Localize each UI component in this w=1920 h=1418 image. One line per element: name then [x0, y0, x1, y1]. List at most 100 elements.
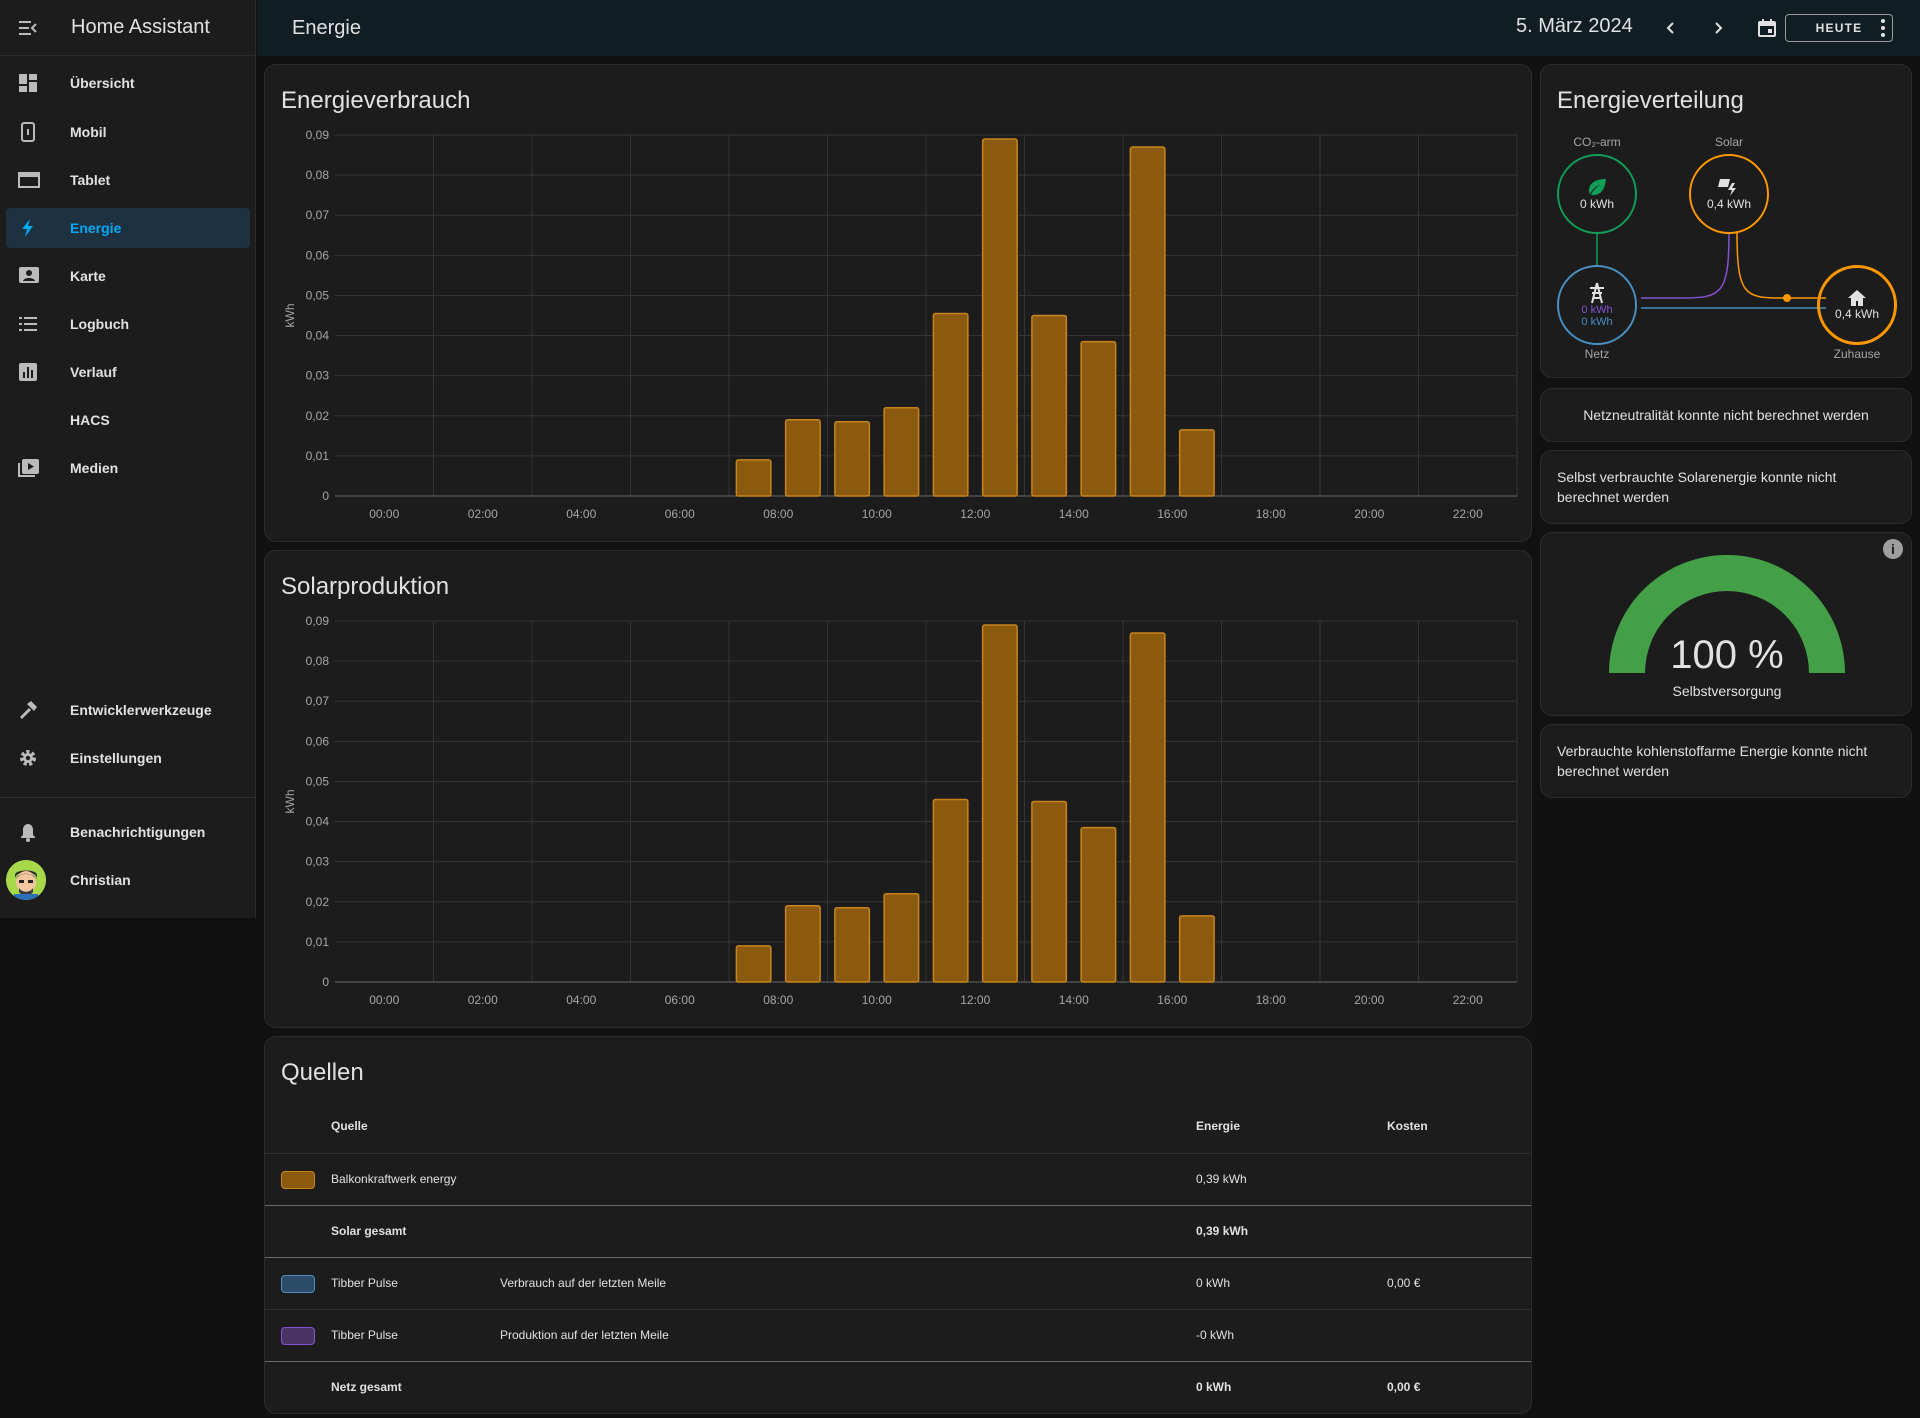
app-title: Home Assistant — [71, 16, 210, 38]
column-header-source: Quelle — [331, 1119, 368, 1133]
y-tick-label: 0,01 — [306, 449, 330, 463]
color-swatch — [281, 1171, 315, 1189]
bar[interactable] — [981, 624, 1018, 983]
y-tick-label: 0,05 — [306, 288, 330, 302]
y-tick-label: 0 — [322, 975, 329, 989]
chevron-right-icon[interactable] — [1704, 14, 1732, 42]
sidebar-item-energie[interactable]: Energie — [6, 208, 250, 248]
menu-collapse-icon[interactable] — [0, 0, 56, 56]
color-swatch — [281, 1327, 315, 1345]
y-tick-label: 0,03 — [306, 369, 330, 383]
y-axis-label: kWh — [283, 304, 297, 328]
bar[interactable] — [784, 905, 821, 983]
solar-panel-icon — [1718, 179, 1736, 196]
sidebar-item-hacs[interactable]: HACS — [6, 400, 250, 440]
sidebar-item-label: Verlauf — [70, 364, 117, 380]
bar[interactable] — [883, 893, 920, 983]
sidebar-item-notifications[interactable]: Benachrichtigungen — [6, 812, 250, 852]
bar[interactable] — [932, 798, 969, 983]
y-tick-label: 0,07 — [306, 208, 330, 222]
sidebar-item-label: Tablet — [70, 172, 111, 188]
sidebar-item-settings[interactable]: Einstellungen — [6, 738, 250, 778]
bar[interactable] — [1031, 314, 1068, 497]
today-button[interactable]: HEUTE — [1785, 14, 1893, 42]
x-tick-label: 14:00 — [1059, 507, 1089, 521]
solar-node[interactable]: 0,4 kWh — [1689, 154, 1769, 234]
gauge-value: 100 % — [1670, 633, 1784, 677]
y-tick-label: 0 — [322, 489, 329, 503]
bar[interactable] — [1080, 826, 1117, 983]
grid-export-value: 0 kWh — [1581, 304, 1613, 316]
sidebar-item-user[interactable]: Christian — [6, 860, 250, 900]
sidebar-item-label: Medien — [70, 460, 119, 476]
bar[interactable] — [883, 407, 920, 497]
grid-node[interactable]: 0 kWh 0 kWh — [1557, 265, 1637, 345]
sidebar: Home Assistant Übersicht Mobil Tablet En… — [0, 0, 256, 918]
total-energy: 0,39 kWh — [1196, 1224, 1249, 1238]
low-carbon-node[interactable]: 0 kWh — [1557, 154, 1637, 234]
source-energy: -0 kWh — [1196, 1328, 1235, 1342]
more-vertical-icon[interactable] — [1869, 14, 1897, 42]
source-detail: Verbrauch auf der letzten Meile — [500, 1276, 667, 1290]
energy-consumption-card: Energieverbrauch 0 0,01 0,02 0,03 0,04 0,05 0,… — [264, 64, 1532, 542]
y-tick-label: 0,06 — [306, 734, 330, 748]
info-icon[interactable]: i — [1883, 539, 1903, 559]
bar[interactable] — [834, 907, 871, 983]
source-cost: 0,00 € — [1387, 1276, 1421, 1290]
y-tick-label: 0,02 — [306, 409, 330, 423]
x-tick-label: 20:00 — [1354, 993, 1384, 1007]
bar[interactable] — [932, 312, 969, 497]
sidebar-item-medien[interactable]: Medien — [6, 448, 250, 488]
sidebar-item-developer-tools[interactable]: Entwicklerwerkzeuge — [6, 690, 250, 730]
x-tick-label: 22:00 — [1453, 507, 1483, 521]
sidebar-item-tablet[interactable]: Tablet — [6, 160, 250, 200]
x-tick-label: 18:00 — [1256, 993, 1286, 1007]
card-title: Energieverteilung — [1557, 87, 1744, 114]
bar[interactable] — [735, 945, 772, 983]
dashboard-icon — [6, 73, 62, 93]
solar-label: Solar — [1714, 135, 1743, 149]
bar[interactable] — [1031, 800, 1068, 983]
total-cost: 0,00 € — [1387, 1380, 1421, 1394]
sidebar-item-label: Benachrichtigungen — [70, 824, 206, 840]
lightning-icon — [6, 218, 62, 238]
sidebar-item-logbuch[interactable]: Logbuch — [6, 304, 250, 344]
source-name: Balkonkraftwerk energy — [331, 1172, 457, 1186]
bar[interactable] — [735, 459, 772, 497]
table-row-total: Solar gesamt 0,39 kWh — [265, 1205, 1531, 1257]
bar[interactable] — [1178, 915, 1215, 983]
source-energy: 0,39 kWh — [1196, 1172, 1247, 1186]
column-header-energy: Energie — [1196, 1119, 1241, 1133]
y-tick-label: 0,03 — [306, 855, 330, 869]
gauge — [1609, 555, 1845, 674]
home-node[interactable]: 0,4 kWh — [1817, 265, 1897, 345]
home-label: Zuhause — [1833, 347, 1881, 361]
bar[interactable] — [981, 138, 1018, 497]
sidebar-item-verlauf[interactable]: Verlauf — [6, 352, 250, 392]
grid-neutrality-card: Netzneutralität konnte nicht berechnet w… — [1540, 388, 1912, 442]
bar[interactable] — [1129, 146, 1166, 497]
x-tick-label: 20:00 — [1354, 507, 1384, 521]
page-title: Energie — [292, 16, 361, 39]
bar[interactable] — [1178, 429, 1215, 497]
chevron-left-icon[interactable] — [1657, 14, 1685, 42]
grid-label: Netz — [1584, 347, 1610, 361]
calendar-icon[interactable] — [1753, 14, 1781, 42]
low-carbon-value: 0 kWh — [1579, 197, 1614, 211]
x-tick-label: 22:00 — [1453, 993, 1483, 1007]
sidebar-item-mobil[interactable]: Mobil — [6, 112, 250, 152]
sidebar-item-karte[interactable]: Karte — [6, 256, 250, 296]
bar[interactable] — [1080, 340, 1117, 497]
bar[interactable] — [784, 419, 821, 497]
bar[interactable] — [1129, 632, 1166, 983]
date-label: 5. März 2024 — [1516, 15, 1633, 37]
solar-self-message: Selbst verbrauchte Solarenergie konnte n… — [1557, 469, 1837, 505]
tablet-icon — [6, 170, 62, 190]
bar[interactable] — [834, 421, 871, 497]
sidebar-item-label: Logbuch — [70, 316, 130, 332]
solar-chart: 0 0,01 0,02 0,03 0,04 0,05 0,06 0,07 0,08 0,09 00:… — [283, 614, 1518, 1007]
map-icon — [6, 266, 62, 286]
x-tick-label: 10:00 — [862, 507, 892, 521]
transmission-tower-icon — [1590, 282, 1604, 304]
sidebar-item-overview[interactable]: Übersicht — [6, 63, 250, 103]
